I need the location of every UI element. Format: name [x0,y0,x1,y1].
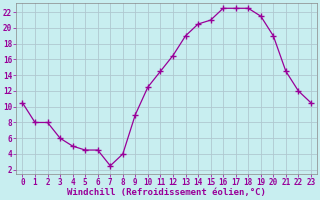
X-axis label: Windchill (Refroidissement éolien,°C): Windchill (Refroidissement éolien,°C) [67,188,266,197]
